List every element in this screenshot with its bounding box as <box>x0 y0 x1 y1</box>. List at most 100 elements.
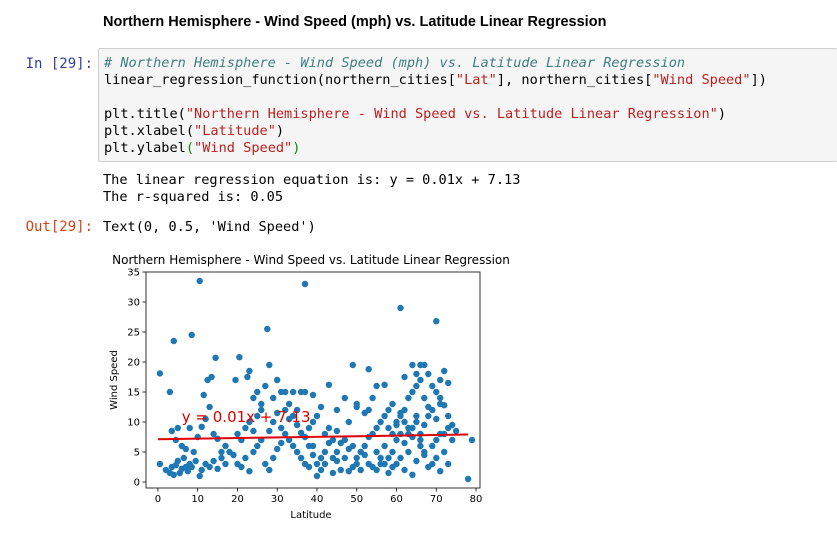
y-tick-label: 15 <box>127 388 140 399</box>
scatter-point <box>293 421 301 429</box>
scatter-point <box>250 394 257 402</box>
plot-axes <box>145 271 481 489</box>
x-tick-label: 20 <box>231 494 244 505</box>
scatter-point <box>433 415 440 423</box>
scatter-point <box>357 448 364 456</box>
scatter-point <box>437 376 444 384</box>
scatter-point <box>325 381 333 388</box>
x-tick-label: 30 <box>271 494 284 505</box>
scatter-point <box>373 448 380 456</box>
scatter-point <box>242 454 249 462</box>
scatter-point <box>174 457 181 465</box>
scatter-point <box>270 454 277 462</box>
scatter-point <box>385 454 392 462</box>
scatter-point <box>262 460 269 468</box>
scatter-point <box>200 391 207 399</box>
scatter-point <box>441 448 448 456</box>
scatter-point <box>210 457 217 465</box>
scatter-point <box>242 424 249 432</box>
code-token: plt.xlabel( <box>104 123 195 139</box>
y-axis-label: Wind Speed <box>109 350 120 410</box>
scatter-point <box>349 463 356 471</box>
scatter-point <box>413 418 420 426</box>
scatter-point <box>333 406 341 414</box>
scatter-point <box>325 439 333 447</box>
scatter-point <box>270 418 277 426</box>
scatter-point <box>313 412 321 420</box>
cell-heading: Northern Hemisphere - Wind Speed (mph) v… <box>103 14 607 30</box>
scatter-points <box>156 277 476 483</box>
scatter-point <box>293 448 301 456</box>
scatter-point <box>405 448 412 456</box>
scatter-point <box>246 367 253 375</box>
scatter-point <box>218 454 225 462</box>
scatter-point <box>429 442 436 450</box>
code-token: plt.ylabel <box>104 140 186 156</box>
code-token: ]) <box>750 72 767 88</box>
scatter-point <box>341 394 348 402</box>
scatter-point <box>449 421 456 429</box>
code-string: "Wind Speed" <box>652 72 751 88</box>
scatter-point <box>341 454 348 462</box>
scatter-point <box>202 415 209 423</box>
scatter-point <box>297 429 305 436</box>
scatter-point <box>266 361 273 369</box>
scatter-point <box>409 424 416 432</box>
scatter-point <box>305 424 313 432</box>
scatter-point <box>409 471 416 478</box>
scatter-point <box>405 394 412 402</box>
scatter-plot: Northern Hemisphere - Wind Speed vs. Lat… <box>109 253 510 521</box>
scatter-point <box>254 388 261 396</box>
scatter-point <box>180 454 187 462</box>
axis-ticks: 0 10 20 30 40 50 60 70 80 0 5 10 15 20 25 30 35 <box>127 268 482 506</box>
scatter-point <box>293 406 301 414</box>
scatter-point <box>289 388 297 396</box>
scatter-point <box>433 436 440 444</box>
scatter-point <box>317 403 325 411</box>
scatter-point <box>246 418 253 426</box>
scatter-point <box>357 466 364 474</box>
code-string: "Latitude" <box>194 123 276 139</box>
scatter-point <box>274 409 281 417</box>
code-token: linear_regression_function(northern_citi… <box>104 72 456 88</box>
scatter-point <box>389 448 396 456</box>
scatter-point <box>421 394 428 402</box>
scatter-point <box>196 277 203 285</box>
scatter-point <box>333 427 341 435</box>
scatter-point <box>417 376 424 384</box>
code-bracket-match: ) <box>292 140 301 156</box>
scatter-point <box>184 468 191 475</box>
scatter-point <box>333 457 341 465</box>
scatter-point <box>365 406 372 414</box>
y-tick-label: 25 <box>127 328 140 339</box>
code-editor[interactable]: # Northern Hemisphere - Wind Speed (mph)… <box>104 55 767 157</box>
chart-title: Northern Hemisphere - Wind Speed vs. Lat… <box>112 253 510 267</box>
scatter-point <box>214 465 221 472</box>
scatter-point <box>156 370 164 377</box>
x-tick-label: 50 <box>350 494 363 505</box>
scatter-point <box>246 468 253 475</box>
scatter-point <box>266 466 273 474</box>
scatter-point <box>206 463 213 471</box>
scatter-point <box>301 280 309 288</box>
scatter-point <box>192 457 199 465</box>
code-cell[interactable]: # Northern Hemisphere - Wind Speed (mph)… <box>98 48 837 162</box>
scatter-point <box>401 466 408 474</box>
scatter-point <box>254 442 261 450</box>
scatter-point <box>230 451 237 459</box>
scatter-point <box>413 457 420 465</box>
scatter-point <box>313 460 321 468</box>
scatter-point <box>425 403 432 411</box>
y-tick-label: 30 <box>127 298 140 309</box>
scatter-point <box>321 460 329 468</box>
code-comment: # Northern Hemisphere - Wind Speed (mph)… <box>104 55 686 71</box>
scatter-point <box>289 442 297 450</box>
code-token: ], northern_cities[ <box>496 72 653 88</box>
scatter-point <box>413 382 420 390</box>
y-tick-label: 10 <box>127 418 140 429</box>
scatter-point <box>186 424 193 432</box>
scatter-point <box>361 442 368 450</box>
scatter-point <box>464 475 472 483</box>
scatter-point <box>218 448 225 456</box>
scatter-point <box>262 382 269 390</box>
